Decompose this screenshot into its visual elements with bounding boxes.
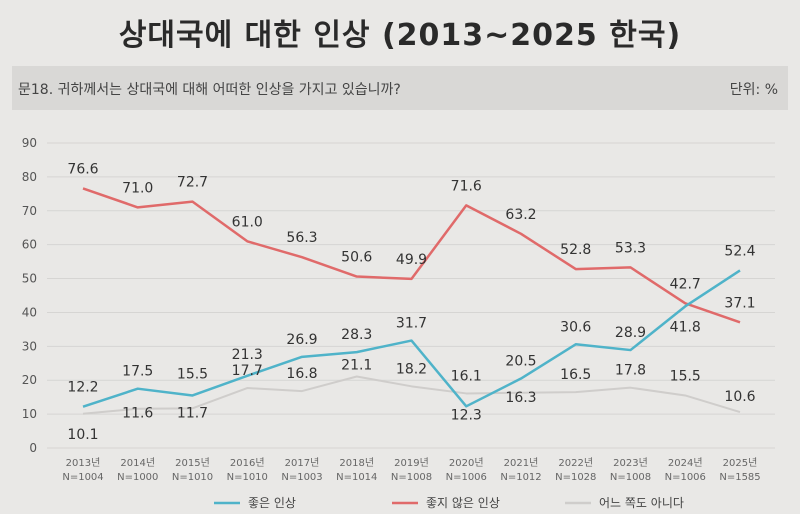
data-label: 17.5 <box>122 364 153 380</box>
data-label: 10.6 <box>724 389 755 405</box>
data-label: 28.3 <box>341 327 372 343</box>
data-label: 18.2 <box>396 361 427 377</box>
data-label: 41.8 <box>670 319 701 335</box>
y-tick-label: 10 <box>22 407 37 421</box>
data-label: 72.7 <box>177 175 208 191</box>
y-tick-label: 50 <box>22 272 37 286</box>
x-sample-size-label: N=1028 <box>555 472 596 483</box>
data-label: 56.3 <box>286 230 317 246</box>
x-tick-label: 2017년 <box>285 457 320 469</box>
x-tick-label: 2023년 <box>613 457 648 469</box>
data-label: 71.0 <box>122 180 153 196</box>
legend-label: 좋은 인상 <box>248 496 296 510</box>
data-label: 50.6 <box>341 250 372 266</box>
y-tick-label: 70 <box>22 204 37 218</box>
x-sample-size-label: N=1003 <box>281 472 322 483</box>
y-axis: 0 10 20 30 40 50 60 70 80 90 <box>22 136 37 455</box>
data-label: 11.6 <box>122 406 153 422</box>
data-label: 12.3 <box>451 407 482 423</box>
data-label: 52.8 <box>560 242 591 258</box>
data-label: 63.2 <box>505 207 536 223</box>
data-label: 53.3 <box>615 240 646 256</box>
x-tick-label: 2019년 <box>394 457 429 469</box>
data-label: 16.3 <box>505 390 536 406</box>
x-sample-size-label: N=1585 <box>719 472 760 483</box>
x-sample-size-label: N=1014 <box>336 472 377 483</box>
data-label: 15.5 <box>670 368 701 384</box>
y-tick-label: 60 <box>22 238 37 252</box>
x-tick-label: 2013년 <box>66 457 101 469</box>
x-axis: 2013년 N=1004 2014년 N=1000 2015년 N=1010 2016년 N=… <box>62 457 760 483</box>
data-label: 21.3 <box>232 347 263 363</box>
data-label: 37.1 <box>724 295 755 311</box>
data-label: 12.2 <box>67 380 98 396</box>
x-sample-size-label: N=1000 <box>117 472 158 483</box>
data-label: 16.5 <box>560 367 591 383</box>
data-label: 16.8 <box>286 366 317 382</box>
data-label: 17.7 <box>232 363 263 379</box>
question-text: 문18. 귀하께서는 상대국에 대해 어떠한 인상을 가지고 있습니까? <box>18 82 401 98</box>
x-tick-label: 2024년 <box>668 457 703 469</box>
data-label: 20.5 <box>505 354 536 370</box>
legend-label: 어느 쪽도 아니다 <box>599 496 684 510</box>
x-sample-size-label: N=1008 <box>610 472 651 483</box>
x-tick-label: 2021년 <box>504 457 539 469</box>
data-labels: 12.2 17.5 15.5 21.3 26.9 28.3 31.7 12.3 20.5 30.6… <box>67 161 755 442</box>
x-sample-size-label: N=1004 <box>62 472 103 483</box>
data-label: 71.6 <box>451 178 482 194</box>
series-line-1 <box>82 269 741 408</box>
data-label: 30.6 <box>560 319 591 335</box>
series-line-3 <box>82 375 741 415</box>
data-label: 52.4 <box>724 243 755 259</box>
x-sample-size-label: N=1010 <box>172 472 213 483</box>
data-label: 76.6 <box>67 161 98 177</box>
data-label: 10.1 <box>67 427 98 443</box>
x-tick-label: 2018년 <box>339 457 374 469</box>
x-sample-size-label: N=1010 <box>227 472 268 483</box>
series-line-2 <box>82 187 741 324</box>
data-label: 16.1 <box>451 368 482 384</box>
y-tick-label: 30 <box>22 339 37 353</box>
x-tick-label: 2015년 <box>175 457 210 469</box>
chart-title: 상대국에 대한 인상 (2013~2025 한국) <box>118 18 682 53</box>
y-tick-label: 90 <box>22 136 37 150</box>
data-label: 26.9 <box>286 332 317 348</box>
y-tick-label: 20 <box>22 373 37 387</box>
y-tick-label: 0 <box>29 441 37 455</box>
data-label: 31.7 <box>396 316 427 332</box>
x-sample-size-label: N=1008 <box>391 472 432 483</box>
series-lines <box>82 187 741 415</box>
x-tick-label: 2020년 <box>449 457 484 469</box>
x-tick-label: 2025년 <box>723 457 758 469</box>
data-label: 15.5 <box>177 366 208 382</box>
x-tick-label: 2014년 <box>120 457 155 469</box>
grid-lines <box>47 142 775 449</box>
x-tick-label: 2016년 <box>230 457 265 469</box>
x-sample-size-label: N=1006 <box>665 472 706 483</box>
data-label: 11.7 <box>177 405 208 421</box>
legend: 좋은 인상 좋지 않은 인상 어느 쪽도 아니다 <box>214 496 684 510</box>
data-label: 49.9 <box>396 252 427 268</box>
question-bar: 문18. 귀하께서는 상대국에 대해 어떠한 인상을 가지고 있습니까? 단위:… <box>12 66 788 110</box>
data-label: 21.1 <box>341 357 372 373</box>
data-label: 28.9 <box>615 325 646 341</box>
unit-label: 단위: % <box>729 82 778 98</box>
x-sample-size-label: N=1012 <box>500 472 541 483</box>
data-label: 42.7 <box>670 276 701 292</box>
x-tick-label: 2022년 <box>558 457 593 469</box>
data-label: 61.0 <box>232 214 263 230</box>
legend-label: 좋지 않은 인상 <box>426 496 500 510</box>
data-label: 17.8 <box>615 363 646 379</box>
y-tick-label: 40 <box>22 305 37 319</box>
y-tick-label: 80 <box>22 170 37 184</box>
x-sample-size-label: N=1006 <box>446 472 487 483</box>
